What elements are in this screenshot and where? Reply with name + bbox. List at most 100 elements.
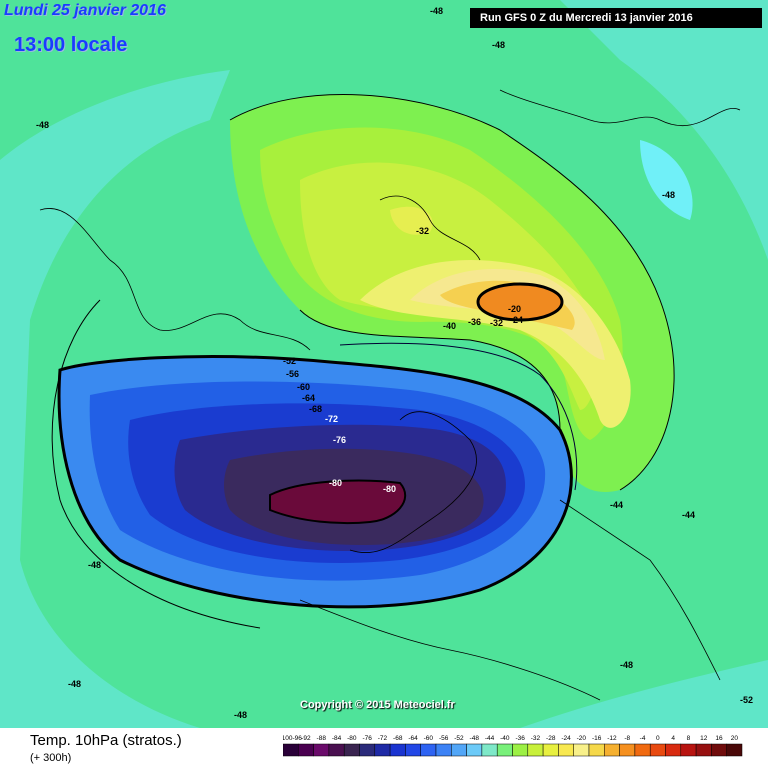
label-m72: -72 xyxy=(325,414,338,424)
scale-label: -28 xyxy=(546,735,556,742)
scale-label: 8 xyxy=(687,735,691,742)
scale-swatch xyxy=(496,743,513,757)
label-m48-d: -48 xyxy=(662,190,675,200)
scale-swatch xyxy=(283,743,299,757)
scale-swatch xyxy=(527,743,544,757)
forecast-date-label: Lundi 25 janvier 2016 xyxy=(4,2,166,19)
scale-label: -52 xyxy=(454,735,464,742)
scale-label: -84 xyxy=(332,735,342,742)
scale-label: -44 xyxy=(485,735,495,742)
cold-vortex xyxy=(57,355,573,609)
scale-swatch xyxy=(649,743,666,757)
contour-value-labels: -48 -48 -48 -48 -48 -48 -48 -48 -44 -44 … xyxy=(36,6,753,720)
scale-swatch xyxy=(389,743,406,757)
label-m56: -56 xyxy=(286,369,299,379)
forecast-time-label: 13:00 locale xyxy=(14,34,128,56)
scale-label: 4 xyxy=(671,735,675,742)
scale-label: 12 xyxy=(700,735,708,742)
scale-swatch xyxy=(588,743,605,757)
warm-core xyxy=(360,260,631,428)
scale-label: -60 xyxy=(424,735,434,742)
scale-label: 20 xyxy=(731,735,739,742)
scale-label: -12 xyxy=(607,735,617,742)
scale-swatch xyxy=(405,743,421,757)
scale-label: -40 xyxy=(500,735,510,742)
scale-swatch xyxy=(512,743,529,757)
scale-swatch xyxy=(619,743,636,757)
scale-label: -24 xyxy=(561,735,571,742)
legend-subtitle: (+ 300h) xyxy=(30,752,72,764)
scale-label: -36 xyxy=(515,735,525,742)
scale-swatch xyxy=(604,743,620,757)
scale-swatch xyxy=(726,743,743,757)
scale-swatch xyxy=(343,743,360,757)
scale-swatch xyxy=(374,743,391,757)
scale-label: 0 xyxy=(656,735,660,742)
label-m48-a: -48 xyxy=(36,120,49,130)
scale-swatch xyxy=(420,743,437,757)
scale-label: -100-96 xyxy=(283,735,302,742)
scale-label: -32 xyxy=(531,735,541,742)
scale-swatch xyxy=(665,743,682,757)
scale-swatch xyxy=(558,743,574,757)
scale-swatch xyxy=(359,743,376,757)
coastlines xyxy=(39,89,741,701)
label-m44-b: -44 xyxy=(610,500,623,510)
scale-swatch xyxy=(634,743,651,757)
label-m60: -60 xyxy=(297,382,310,392)
scale-label: -8 xyxy=(624,735,630,742)
label-m80-a: -80 xyxy=(329,478,342,488)
label-m52-a: -52 xyxy=(740,695,753,705)
label-m48-h: -48 xyxy=(620,660,633,670)
legend-footer: Temp. 10hPa (stratos.) (+ 300h) -100-96-… xyxy=(0,728,768,768)
scale-swatch xyxy=(711,743,727,757)
scale-swatch xyxy=(313,743,330,757)
scale-swatch xyxy=(435,743,452,757)
label-m48-f: -48 xyxy=(68,679,81,689)
scale-swatch xyxy=(542,743,559,757)
scale-label: -72 xyxy=(378,735,388,742)
scale-label: -80 xyxy=(347,735,357,742)
label-m76: -76 xyxy=(333,435,346,445)
label-m32-b: -32 xyxy=(490,318,503,328)
label-m64: -64 xyxy=(302,393,315,403)
scale-swatch xyxy=(680,743,697,757)
label-m24: -24 xyxy=(510,315,523,325)
legend-title: Temp. 10hPa (stratos.) xyxy=(30,732,182,749)
copyright-notice: Copyright © 2015 Meteociel.fr xyxy=(300,699,455,711)
contour-lines xyxy=(51,94,675,629)
model-run-label: Run GFS 0 Z du Mercredi 13 janvier 2016 xyxy=(470,8,762,28)
scale-label: -64 xyxy=(408,735,418,742)
label-m32-a: -32 xyxy=(416,226,429,236)
scale-label: -68 xyxy=(393,735,403,742)
label-m80-b: -80 xyxy=(383,484,396,494)
scale-label: -20 xyxy=(577,735,587,742)
scale-label: -88 xyxy=(317,735,327,742)
ocean-background xyxy=(0,0,768,728)
label-m36: -36 xyxy=(468,317,481,327)
scale-label: -48 xyxy=(470,735,480,742)
scale-swatch xyxy=(451,743,467,757)
scale-label: -92 xyxy=(301,735,311,742)
label-m52-b: -52 xyxy=(283,356,296,366)
label-m40: -40 xyxy=(443,321,456,331)
scale-label: -16 xyxy=(592,735,602,742)
scale-swatch xyxy=(298,743,314,757)
scale-swatch xyxy=(481,743,498,757)
scale-label: -76 xyxy=(362,735,372,742)
scale-label: -4 xyxy=(640,735,646,742)
label-m48-c: -48 xyxy=(492,40,505,50)
scale-swatch xyxy=(466,743,483,757)
scale-label: -56 xyxy=(439,735,449,742)
label-m48-g: -48 xyxy=(234,710,247,720)
label-m20: -20 xyxy=(508,304,521,314)
scale-swatch xyxy=(573,743,590,757)
scale-swatch xyxy=(328,743,345,757)
scale-swatch xyxy=(695,743,712,757)
scale-label: 16 xyxy=(715,735,723,742)
label-m48-b: -48 xyxy=(430,6,443,16)
color-scale: -100-96-92-88-84-80-76-72-68-64-60-56-52… xyxy=(283,735,743,757)
stratospheric-temperature-map: -48 -48 -48 -48 -48 -48 -48 -48 -44 -44 … xyxy=(0,0,768,728)
label-m68: -68 xyxy=(309,404,322,414)
label-m48-e: -48 xyxy=(88,560,101,570)
